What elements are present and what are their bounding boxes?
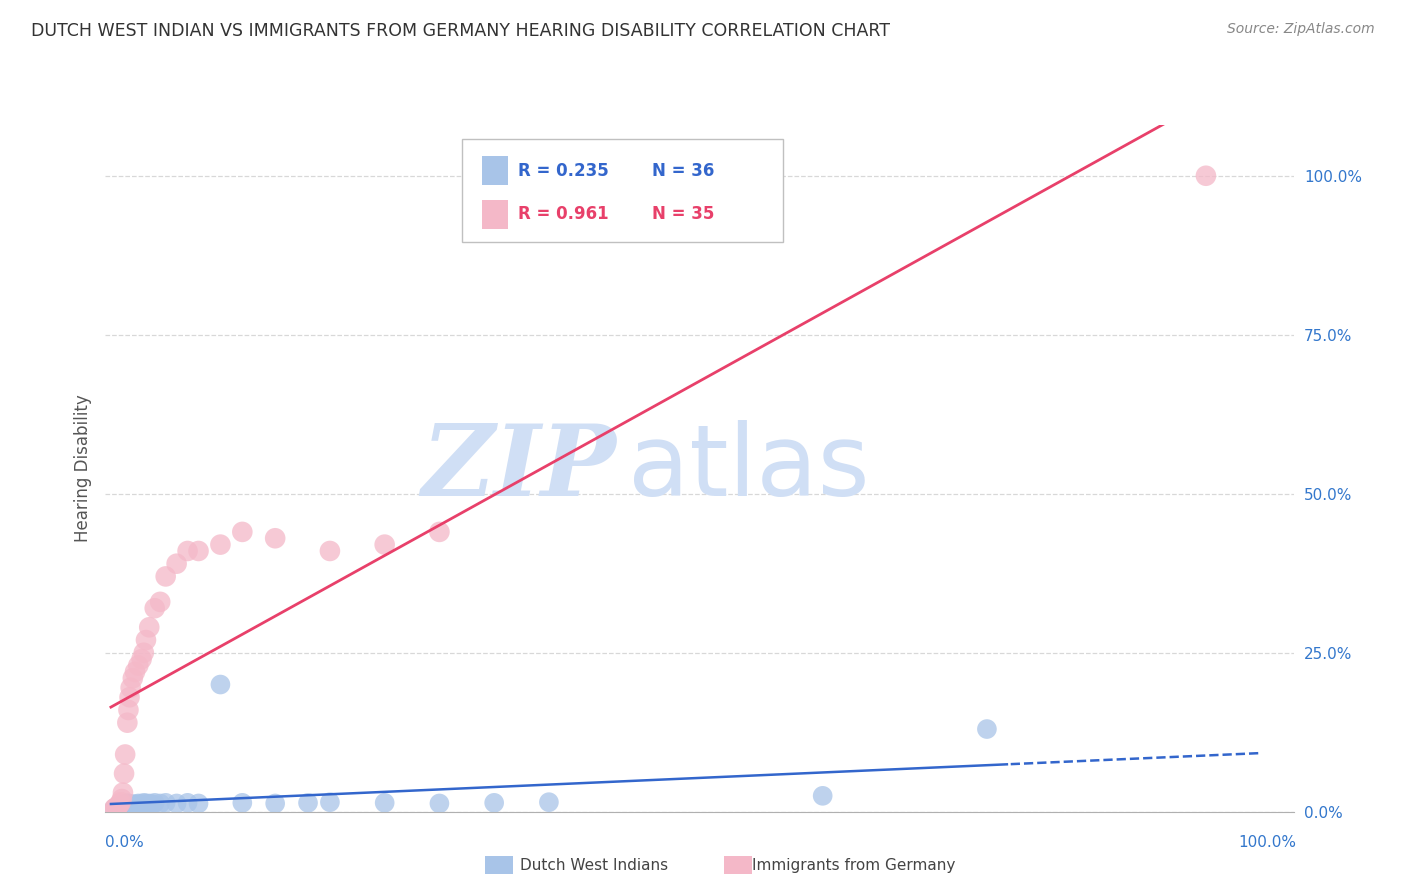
Point — [114, 797, 136, 811]
Text: N = 35: N = 35 — [652, 205, 714, 223]
Text: atlas: atlas — [628, 420, 870, 516]
Point — [120, 681, 142, 695]
Point — [132, 646, 155, 660]
Point — [166, 557, 188, 571]
Point — [121, 797, 143, 812]
Point — [104, 801, 127, 815]
Point — [111, 792, 134, 806]
Point — [127, 658, 149, 673]
Point — [127, 797, 149, 811]
Point — [108, 799, 131, 814]
Point — [107, 799, 129, 814]
Point — [429, 524, 451, 539]
FancyBboxPatch shape — [461, 138, 783, 242]
Point — [209, 538, 232, 552]
Point — [103, 801, 125, 815]
Point — [155, 796, 177, 810]
Point — [118, 690, 141, 705]
Text: DUTCH WEST INDIAN VS IMMIGRANTS FROM GERMANY HEARING DISABILITY CORRELATION CHAR: DUTCH WEST INDIAN VS IMMIGRANTS FROM GER… — [31, 22, 890, 40]
Point — [117, 715, 139, 730]
Point — [143, 796, 166, 810]
Point — [135, 633, 157, 648]
Text: R = 0.961: R = 0.961 — [517, 205, 609, 223]
Point — [297, 796, 319, 810]
Point — [112, 797, 135, 812]
Text: Source: ZipAtlas.com: Source: ZipAtlas.com — [1227, 22, 1375, 37]
Point — [112, 766, 135, 780]
Point — [110, 795, 132, 809]
Text: Dutch West Indians: Dutch West Indians — [520, 858, 668, 872]
Point — [149, 797, 172, 811]
Point — [143, 601, 166, 615]
Point — [976, 722, 998, 736]
Point — [166, 797, 188, 811]
Point — [107, 799, 129, 814]
Point — [264, 797, 287, 811]
Text: R = 0.235: R = 0.235 — [517, 162, 609, 180]
Point — [374, 538, 396, 552]
Bar — [482, 200, 508, 228]
Point — [176, 796, 198, 810]
Point — [231, 524, 253, 539]
Point — [129, 797, 152, 811]
Point — [111, 798, 134, 813]
Point — [117, 797, 139, 811]
Text: N = 36: N = 36 — [652, 162, 714, 180]
Point — [111, 798, 134, 813]
Point — [105, 800, 128, 814]
Point — [124, 797, 146, 811]
Text: 100.0%: 100.0% — [1239, 836, 1296, 850]
Point — [132, 796, 155, 810]
Point — [209, 677, 232, 691]
Point — [105, 800, 128, 814]
Point — [482, 796, 505, 810]
Point — [111, 786, 134, 800]
Point — [429, 797, 451, 811]
Point — [107, 798, 129, 813]
Point — [187, 544, 209, 558]
Text: ZIP: ZIP — [422, 420, 616, 516]
Point — [176, 544, 198, 558]
Point — [120, 797, 142, 811]
Point — [117, 703, 139, 717]
Text: 0.0%: 0.0% — [105, 836, 145, 850]
Bar — [482, 156, 508, 186]
Point — [1195, 169, 1218, 183]
Point — [149, 595, 172, 609]
Point — [121, 671, 143, 685]
Point — [138, 797, 160, 811]
Point — [537, 795, 560, 809]
Point — [319, 544, 342, 558]
Y-axis label: Hearing Disability: Hearing Disability — [75, 394, 93, 542]
Point — [231, 796, 253, 810]
Point — [124, 665, 146, 679]
Point — [138, 620, 160, 634]
Point — [319, 795, 342, 809]
Point — [811, 789, 834, 803]
Point — [117, 797, 139, 811]
Point — [103, 801, 125, 815]
Point — [187, 797, 209, 811]
Point — [135, 797, 157, 811]
Point — [374, 796, 396, 810]
Point — [155, 569, 177, 583]
Text: Immigrants from Germany: Immigrants from Germany — [752, 858, 956, 872]
Point — [131, 652, 153, 666]
Point — [108, 797, 131, 811]
Point — [114, 747, 136, 762]
Point — [264, 531, 287, 545]
Point — [141, 797, 163, 811]
